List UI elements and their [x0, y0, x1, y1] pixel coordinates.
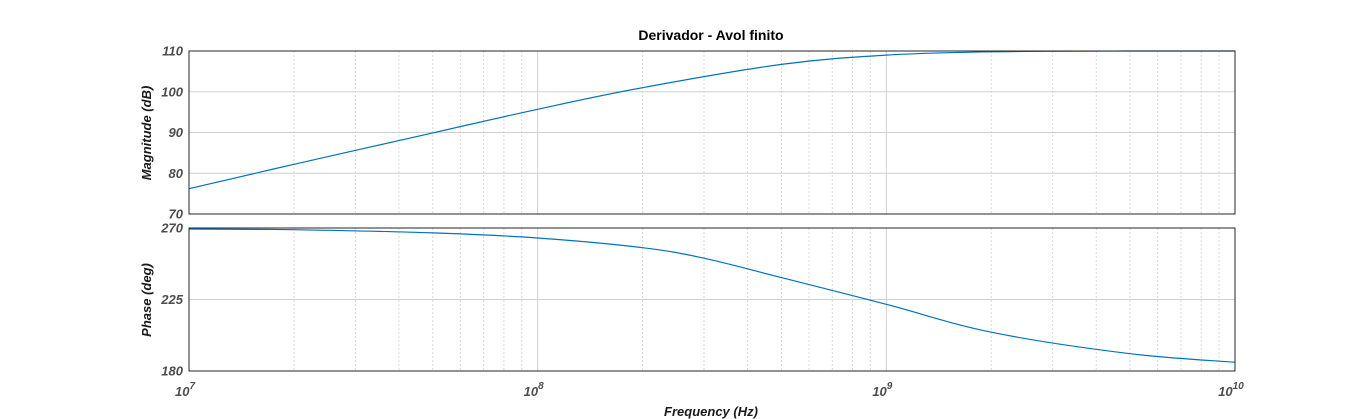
phase-axis-label: Phase (deg): [139, 263, 154, 337]
magnitude-y-tick-label: 100: [161, 84, 183, 99]
magnitude-axes-box: [188, 50, 1236, 215]
phase-axes-box: [188, 227, 1236, 372]
phase-y-tick-label: 225: [160, 292, 183, 307]
magnitude-y-tick-label: 110: [162, 44, 183, 59]
magnitude-y-tick-label: 70: [169, 207, 184, 222]
chart-title: Derivador - Avol finito: [638, 27, 783, 43]
magnitude-axis-label: Magnitude (dB): [139, 86, 154, 181]
x-tick-label: 1010: [1218, 381, 1244, 399]
x-tick-label: 109: [872, 381, 892, 399]
phase-y-tick-label: 270: [160, 221, 183, 236]
x-tick-label: 108: [524, 381, 544, 399]
x-tick-label: 107: [175, 381, 195, 399]
phase-y-tick-label: 180: [161, 364, 183, 379]
phase-series-line: [188, 228, 1236, 363]
magnitude-y-tick-label: 80: [169, 166, 184, 181]
frequency-axis-label: Frequency (Hz): [664, 404, 758, 419]
magnitude-y-tick-label: 90: [169, 125, 184, 140]
